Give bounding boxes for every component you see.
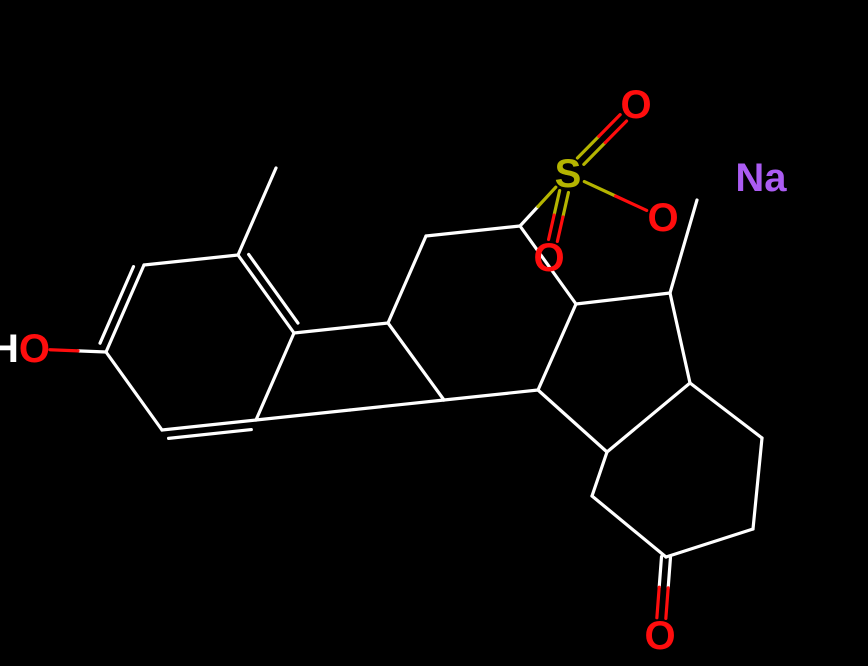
o-atom-label: HO xyxy=(0,327,50,371)
o-atom-label: O xyxy=(620,83,651,127)
na-atom-label: Na xyxy=(735,156,787,200)
o-atom-label: O xyxy=(644,614,675,658)
molecule-diagram: HOSOOONaO xyxy=(0,0,868,666)
o-atom-label: O xyxy=(647,196,678,240)
o-atom-label: O xyxy=(533,236,564,280)
s-atom-label: S xyxy=(555,152,582,196)
